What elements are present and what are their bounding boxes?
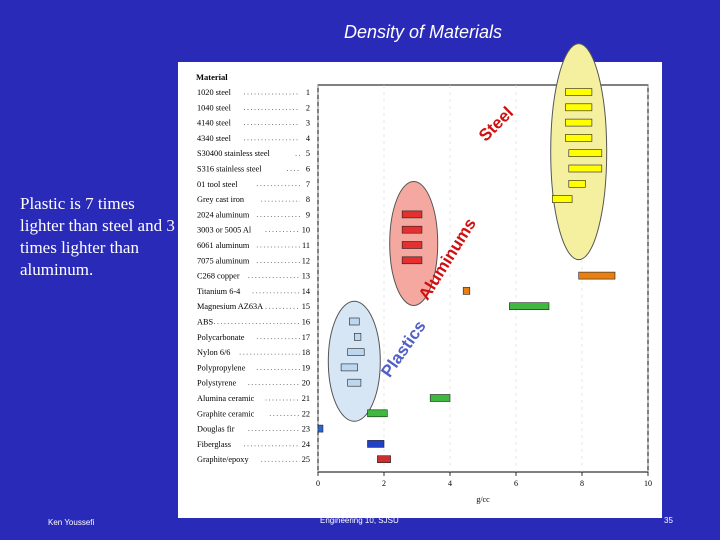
material-number: 4 [306, 134, 311, 143]
material-label: Graphite/epoxy [197, 455, 249, 464]
material-number: 10 [302, 226, 310, 235]
density-bar [367, 409, 388, 418]
material-label: Titanium 6-4 [197, 287, 241, 296]
plot-frame [317, 84, 649, 473]
x-tick-label: 8 [580, 479, 584, 488]
material-number: 17 [302, 333, 310, 342]
material-label: 01 tool steel [197, 180, 238, 189]
density-bar [509, 302, 550, 311]
material-label: Fiberglass [197, 440, 231, 449]
material-number: 20 [302, 379, 310, 388]
group-label-steel: Steel [475, 103, 517, 145]
material-label: 1040 steel [197, 103, 232, 112]
material-label: Alumina ceramic [197, 394, 255, 403]
material-label: Polystyrene [197, 379, 236, 388]
material-label: Graphite ceramic [197, 409, 255, 418]
material-label: Nylon 6/6 [197, 348, 230, 357]
density-bar [401, 241, 423, 249]
density-bar [347, 348, 365, 356]
density-bar [401, 225, 423, 234]
density-bar [568, 164, 603, 173]
material-number: 7 [306, 180, 310, 189]
material-label: Grey cast iron [197, 195, 245, 204]
density-bar [367, 440, 385, 448]
density-bar [429, 394, 451, 402]
density-bar [340, 363, 358, 372]
density-bar [377, 455, 391, 464]
x-tick-label: 2 [382, 479, 386, 488]
material-number: 22 [302, 409, 310, 418]
material-number: 12 [302, 256, 310, 265]
density-bar [578, 271, 616, 280]
density-bar [349, 317, 360, 326]
material-number: 5 [306, 149, 310, 158]
course-footer: Engineering 10, SJSU [320, 516, 399, 525]
material-label: S316 stainless steel [197, 165, 262, 174]
material-label: 6061 aluminum [197, 241, 250, 250]
material-number: 15 [302, 302, 310, 311]
material-number: 13 [302, 272, 310, 281]
material-number: 21 [302, 394, 310, 403]
material-label: S30400 stainless steel [197, 149, 271, 158]
chart-header: Material [196, 72, 228, 82]
material-label: 2024 aluminum [197, 210, 250, 219]
density-bar [568, 180, 586, 188]
material-number: 8 [306, 195, 310, 204]
density-bar [462, 287, 471, 295]
material-label: Polycarbonate [197, 333, 245, 342]
material-number: 11 [302, 241, 310, 250]
material-label: 1020 steel [197, 88, 232, 97]
plastic-group-ellipse [327, 300, 381, 422]
author-footer: Ken Youssefi [48, 518, 95, 527]
x-tick-label: 6 [514, 479, 518, 488]
material-number: 14 [302, 287, 311, 296]
x-tick-label: 4 [448, 479, 452, 488]
group-label-plastic: Plastics [377, 317, 429, 381]
slide-title: Density of Materials [343, 22, 503, 42]
material-number: 2 [306, 103, 310, 112]
material-number: 3 [306, 119, 310, 128]
density-bar [565, 103, 593, 112]
material-number: 9 [306, 210, 310, 219]
material-label: Polypropylene [197, 363, 246, 372]
material-label: 7075 aluminum [197, 256, 250, 265]
material-number: 23 [302, 425, 310, 434]
page-number: 35 [664, 516, 673, 525]
density-bar [401, 256, 423, 265]
density-bar [565, 88, 593, 96]
comparison-note: Plastic is 7 times lighter than steel an… [20, 194, 175, 279]
material-number: 16 [302, 318, 310, 327]
material-number: 24 [302, 440, 311, 449]
material-number: 18 [302, 348, 310, 357]
density-bar [565, 134, 593, 142]
material-label: ABS [197, 318, 214, 327]
material-number: 25 [302, 455, 310, 464]
x-tick-label: 0 [316, 479, 320, 488]
density-bar [568, 149, 603, 157]
material-number: 1 [306, 88, 310, 97]
material-label: Magnesium AZ63A [197, 302, 263, 311]
material-label: 4340 steel [197, 134, 232, 143]
density-bar [401, 210, 423, 219]
density-bar [565, 118, 593, 127]
material-label: 4140 steel [197, 119, 232, 128]
density-bar [551, 195, 573, 203]
material-number: 19 [302, 363, 310, 372]
density-bar [317, 424, 324, 433]
x-tick-label: 10 [644, 479, 652, 488]
material-label: C268 copper [197, 272, 240, 281]
density-bar [347, 378, 362, 387]
material-label: 3003 or 5005 Al [197, 226, 252, 235]
material-number: 6 [306, 165, 310, 174]
density-bar [353, 332, 362, 341]
material-label: Douglas fir [197, 425, 235, 434]
x-axis-label: g/cc [476, 495, 490, 504]
